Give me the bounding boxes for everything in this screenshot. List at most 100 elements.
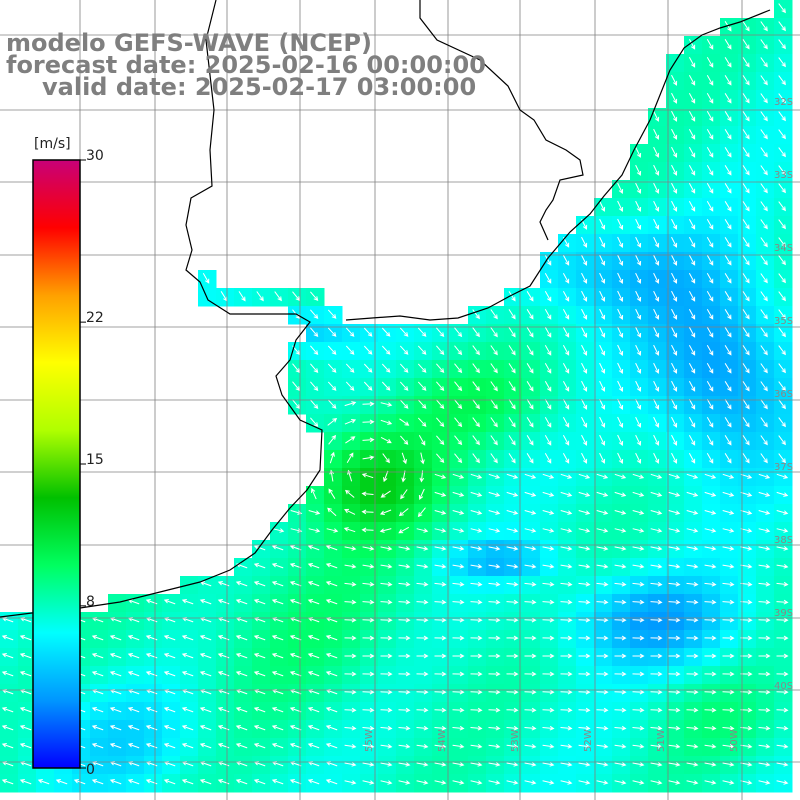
wind-cell	[648, 522, 667, 541]
wind-cell	[738, 558, 757, 577]
wind-arrow	[596, 564, 609, 569]
wind-cell	[216, 774, 235, 793]
wind-arrow	[434, 473, 447, 479]
wind-cell	[576, 288, 595, 307]
wind-cell	[108, 738, 127, 757]
wind-arrow	[632, 725, 645, 731]
wind-arrow	[688, 38, 696, 50]
wind-arrow	[671, 290, 678, 302]
wind-arrow	[307, 563, 320, 569]
wind-arrow	[416, 528, 429, 533]
wind-arrow	[363, 327, 373, 337]
wind-cell	[630, 396, 649, 415]
wind-arrow	[490, 363, 498, 374]
wind-cell	[576, 756, 595, 775]
wind-arrow	[363, 363, 373, 373]
wind-cell	[630, 162, 649, 181]
wind-arrow	[434, 581, 447, 587]
wind-arrow	[722, 546, 735, 551]
wind-arrow	[686, 546, 699, 551]
wind-arrow	[706, 110, 714, 122]
wind-cell	[774, 774, 793, 793]
wind-cell	[180, 702, 199, 721]
wind-arrow	[742, 255, 750, 266]
wind-arrow	[434, 780, 447, 785]
wind-cell	[648, 684, 667, 703]
wind-cell	[738, 594, 757, 613]
wind-cell	[288, 774, 307, 793]
wind-arrow	[417, 327, 427, 337]
wind-cell	[162, 702, 181, 721]
wind-arrow	[632, 671, 645, 677]
wind-cell	[90, 738, 109, 757]
wind-cell	[126, 774, 145, 793]
wind-cell	[684, 612, 703, 631]
wind-arrow	[344, 744, 357, 749]
wind-arrow	[688, 92, 696, 104]
wind-arrow	[778, 435, 786, 446]
wind-arrow	[740, 491, 753, 497]
wind-cell	[252, 540, 271, 559]
wind-arrow	[362, 455, 375, 460]
wind-cell	[576, 252, 595, 271]
wind-arrow	[508, 453, 516, 464]
wind-cell	[270, 576, 289, 595]
wind-cell	[540, 594, 559, 613]
wind-arrow	[671, 218, 678, 230]
wind-arrow	[418, 434, 426, 446]
wind-arrow	[544, 452, 552, 464]
wind-cell	[684, 468, 703, 487]
wind-arrow	[614, 564, 627, 569]
wind-cell	[612, 648, 631, 667]
wind-arrow	[778, 201, 786, 212]
wind-cell	[522, 648, 541, 667]
wind-arrow	[327, 345, 337, 355]
wind-arrow	[380, 707, 393, 713]
wind-arrow	[742, 453, 750, 464]
wind-cell	[594, 270, 613, 289]
wind-arrow	[524, 780, 537, 785]
wind-cell	[198, 684, 217, 703]
wind-cell	[396, 504, 415, 523]
wind-arrow	[704, 510, 717, 515]
wind-cell	[270, 594, 289, 613]
wind-arrow	[614, 491, 627, 497]
wind-arrow	[668, 707, 681, 713]
wind-cell	[198, 648, 217, 667]
wind-arrow	[688, 200, 696, 212]
wind-cell	[450, 702, 469, 721]
wind-cell	[270, 720, 289, 739]
wind-arrow	[327, 381, 337, 391]
wind-cell	[720, 702, 739, 721]
wind-cell	[450, 666, 469, 685]
wind-arrow	[686, 744, 699, 749]
wind-arrow	[722, 581, 735, 587]
wind-arrow	[653, 344, 660, 356]
wind-cell	[486, 576, 505, 595]
wind-arrow	[470, 689, 483, 695]
wind-cell	[558, 504, 577, 523]
wind-arrow	[632, 510, 645, 515]
wind-arrow	[1, 725, 14, 731]
wind-arrow	[581, 308, 588, 320]
wind-arrow	[776, 725, 789, 731]
wind-cell	[450, 558, 469, 577]
wind-arrow	[344, 671, 357, 677]
wind-arrow	[506, 707, 519, 713]
wind-arrow	[562, 380, 570, 392]
wind-cell	[414, 648, 433, 667]
wind-cell	[450, 468, 469, 487]
wind-arrow	[526, 381, 534, 392]
wind-arrow	[472, 453, 480, 464]
wind-arrow	[434, 653, 447, 659]
wind-arrow	[416, 671, 429, 677]
wind-cell	[198, 774, 217, 793]
wind-cell	[486, 774, 505, 793]
wind-arrow	[470, 653, 483, 659]
latitude-label: 37S	[774, 462, 793, 473]
wind-arrow	[776, 510, 789, 515]
wind-arrow	[778, 3, 786, 14]
wind-cell	[684, 270, 703, 289]
wind-arrow	[632, 707, 645, 713]
wind-arrow	[470, 762, 483, 767]
